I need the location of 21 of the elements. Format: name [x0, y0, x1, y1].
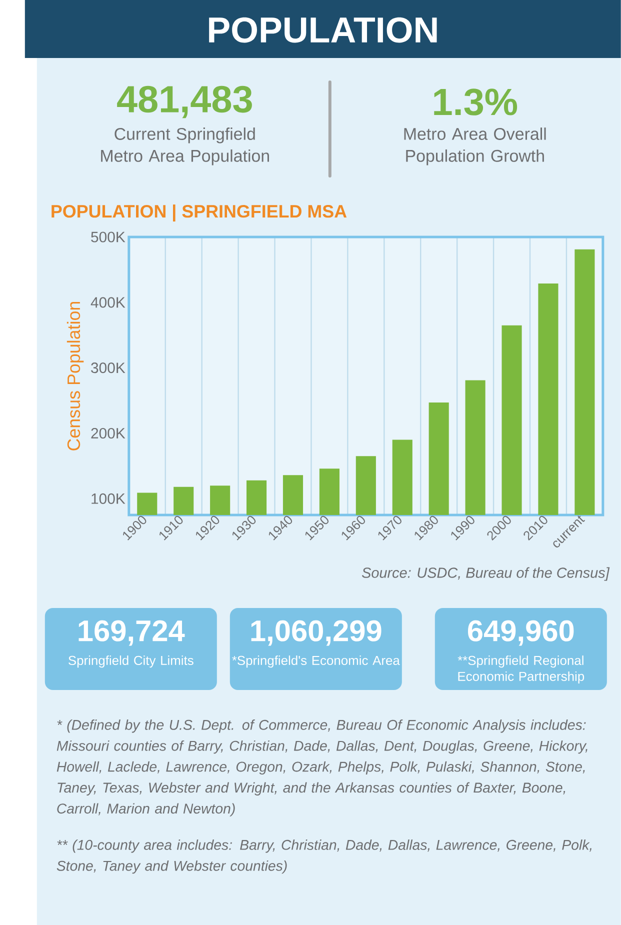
- text: 1.3%: [434, 88, 518, 116]
- y-tick-label: 200K: [91, 428, 126, 439]
- text: 481,483: [117, 86, 252, 118]
- source-note: Source: USDC, Bureau of the Census]: [362, 567, 610, 581]
- text: Springfield City Limits: [68, 656, 194, 668]
- y-tick-label: 300K: [91, 362, 126, 374]
- text: 649,960: [468, 620, 574, 646]
- chart-title: POPULATION | SPRINGFIELD MSA: [52, 204, 347, 222]
- text: **Springfield Regional Economic Partnership: [458, 656, 584, 684]
- y-tick-label: 100K: [92, 493, 126, 504]
- y-axis-title: Census Population: [66, 302, 84, 450]
- text: Metro Area Overall Population Growth: [404, 128, 546, 166]
- text: *Springfield's Economic Area: [232, 656, 400, 668]
- text: 169,724: [78, 620, 185, 646]
- y-tick-label: 500K: [91, 232, 126, 242]
- text: ** (10-county area includes: Barry, Christian, Dade, Dallas, Lawrence, Greene, Polk, Stone, Taney and Webster counties): [56, 840, 592, 874]
- text: POPULATION: [209, 17, 437, 43]
- text: Current Springfield Metro Area Population: [101, 128, 270, 166]
- text: 1,060,299: [251, 620, 382, 646]
- y-tick-label: 400K: [90, 297, 126, 308]
- text: * (Defined by the U.S. Dept. of Commerce, Bureau Of Economic Analysis includes: Missouri counties of Barry, Christian, Dade, Dallas, Dent, Douglas, Greene, Hickory, Howell, Laclede, Lawrence, Oregon, Ozark, Phelps, Polk, Pulaski, Shannon, Stone, Taney, Texas, Webster and Wright, and the Arkansas counties of Baxter, Boone, Carroll, Marion and Newton): [56, 720, 588, 816]
